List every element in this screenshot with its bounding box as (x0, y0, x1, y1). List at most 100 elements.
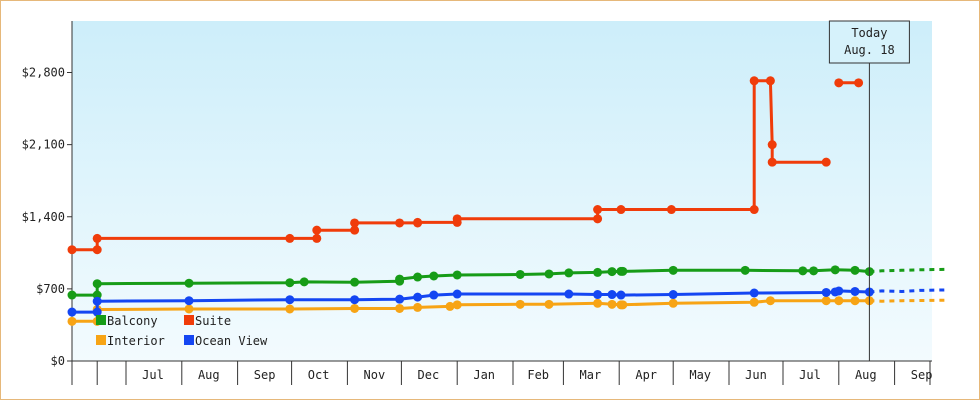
data-point[interactable] (668, 298, 678, 308)
data-point[interactable] (616, 205, 626, 215)
data-point[interactable] (607, 299, 617, 309)
data-point[interactable] (834, 286, 844, 296)
data-point[interactable] (616, 290, 626, 300)
data-point[interactable] (67, 290, 77, 300)
x-tick-label: Nov (364, 368, 386, 382)
data-point[interactable] (92, 307, 102, 317)
legend-swatch (96, 315, 106, 325)
y-tick-label: $2,800 (22, 66, 65, 80)
data-point[interactable] (515, 299, 525, 309)
data-point[interactable] (429, 271, 439, 281)
data-point[interactable] (395, 218, 405, 228)
x-tick-label: Jun (745, 368, 767, 382)
data-point[interactable] (618, 266, 628, 276)
data-point[interactable] (821, 287, 831, 297)
data-point[interactable] (850, 265, 860, 275)
data-point[interactable] (830, 265, 840, 275)
data-point[interactable] (452, 270, 462, 280)
data-point[interactable] (67, 307, 77, 317)
data-point[interactable] (668, 290, 678, 300)
projection-line (869, 267, 949, 274)
data-point[interactable] (821, 296, 831, 306)
data-point[interactable] (607, 267, 617, 277)
y-axis: $0 $700 $1,400 $2,100 $2,800 (22, 21, 73, 368)
data-point[interactable] (850, 296, 860, 306)
data-point[interactable] (285, 295, 295, 305)
legend-item-suite[interactable]: Suite (184, 314, 231, 328)
data-point[interactable] (809, 266, 819, 276)
data-point[interactable] (765, 296, 775, 306)
legend-item-ocean-view[interactable]: Ocean View (184, 334, 268, 348)
x-tick-label: May (689, 368, 711, 382)
data-point[interactable] (285, 304, 295, 314)
data-point[interactable] (350, 218, 360, 228)
data-point[interactable] (92, 233, 102, 243)
data-point[interactable] (593, 298, 603, 308)
data-point[interactable] (413, 292, 423, 302)
x-tick-label: Aug (198, 368, 220, 382)
data-point[interactable] (395, 303, 405, 313)
data-point[interactable] (395, 274, 405, 284)
data-point[interactable] (765, 76, 775, 86)
data-point[interactable] (285, 233, 295, 243)
data-point[interactable] (593, 205, 603, 215)
data-point[interactable] (67, 316, 77, 326)
data-point[interactable] (544, 299, 554, 309)
y-tick-label: $700 (36, 282, 65, 296)
legend-item-balcony[interactable]: Balcony (96, 314, 158, 328)
data-point[interactable] (452, 300, 462, 310)
data-point[interactable] (413, 217, 423, 227)
data-point[interactable] (92, 245, 102, 255)
data-point[interactable] (854, 78, 864, 88)
data-point[interactable] (452, 289, 462, 299)
data-point[interactable] (350, 225, 360, 235)
data-point[interactable] (740, 265, 750, 275)
data-point[interactable] (445, 301, 455, 311)
data-point[interactable] (515, 269, 525, 279)
x-tick-label: Jul (142, 368, 164, 382)
data-point[interactable] (850, 286, 860, 296)
data-point[interactable] (593, 267, 603, 277)
data-point[interactable] (350, 295, 360, 305)
data-point[interactable] (285, 278, 295, 288)
data-point[interactable] (429, 290, 439, 300)
data-point[interactable] (92, 296, 102, 306)
data-point[interactable] (593, 214, 603, 224)
data-point[interactable] (834, 296, 844, 306)
data-point[interactable] (767, 157, 777, 167)
data-point[interactable] (184, 304, 194, 314)
data-point[interactable] (452, 214, 462, 224)
data-point[interactable] (184, 278, 194, 288)
data-point[interactable] (749, 297, 759, 307)
data-point[interactable] (607, 290, 617, 300)
data-point[interactable] (395, 294, 405, 304)
data-point[interactable] (92, 290, 102, 300)
data-point[interactable] (593, 290, 603, 300)
data-point[interactable] (544, 269, 554, 279)
data-point[interactable] (668, 265, 678, 275)
data-point[interactable] (67, 245, 77, 255)
data-point[interactable] (798, 266, 808, 276)
data-point[interactable] (749, 288, 759, 298)
legend-label: Ocean View (195, 334, 268, 348)
data-point[interactable] (821, 157, 831, 167)
data-point[interactable] (350, 303, 360, 313)
data-point[interactable] (564, 268, 574, 278)
data-point[interactable] (413, 302, 423, 312)
data-point[interactable] (618, 300, 628, 310)
data-point[interactable] (184, 296, 194, 306)
legend-item-interior[interactable]: Interior (96, 334, 165, 348)
x-tick-label: Feb (527, 368, 549, 382)
data-point[interactable] (767, 140, 777, 150)
data-point[interactable] (92, 279, 102, 289)
data-point[interactable] (413, 272, 423, 282)
data-point[interactable] (312, 225, 322, 235)
data-point[interactable] (564, 289, 574, 299)
data-point[interactable] (749, 205, 759, 215)
data-point[interactable] (312, 233, 322, 243)
data-point[interactable] (834, 78, 844, 88)
data-point[interactable] (666, 205, 676, 215)
data-point[interactable] (350, 277, 360, 287)
data-point[interactable] (749, 76, 759, 86)
data-point[interactable] (299, 277, 309, 287)
